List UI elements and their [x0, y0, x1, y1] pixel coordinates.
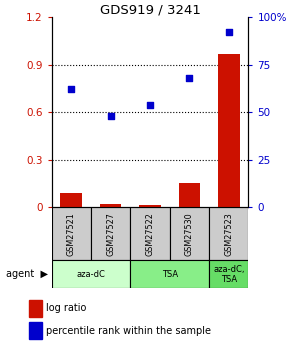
Text: log ratio: log ratio	[46, 303, 86, 313]
Bar	[52, 207, 91, 260]
Title: GDS919 / 3241: GDS919 / 3241	[100, 3, 200, 16]
Text: percentile rank within the sample: percentile rank within the sample	[46, 326, 211, 336]
Text: GSM27523: GSM27523	[224, 212, 233, 256]
Bar	[170, 207, 209, 260]
Text: GSM27521: GSM27521	[67, 212, 76, 256]
Point	[69, 87, 74, 92]
Bar	[209, 207, 248, 260]
Point	[187, 75, 192, 81]
Bar	[29, 300, 42, 317]
Point	[148, 102, 152, 107]
Point	[108, 113, 113, 119]
Text: aza-dC: aza-dC	[76, 270, 105, 279]
Text: agent  ▶: agent ▶	[6, 269, 48, 279]
Bar	[60, 193, 82, 207]
Bar	[139, 205, 161, 207]
Text: TSA: TSA	[161, 270, 178, 279]
Text: GSM27527: GSM27527	[106, 212, 115, 256]
Text: aza-dC,
TSA: aza-dC, TSA	[213, 265, 245, 284]
Text: GSM27522: GSM27522	[145, 212, 155, 256]
Bar	[130, 207, 170, 260]
Bar	[29, 322, 42, 339]
Bar	[209, 260, 248, 288]
Point	[226, 30, 231, 35]
Bar	[91, 207, 130, 260]
Bar	[52, 260, 130, 288]
Bar	[178, 183, 200, 207]
Bar	[130, 260, 209, 288]
Bar	[100, 204, 122, 207]
Text: GSM27530: GSM27530	[185, 212, 194, 256]
Bar	[218, 53, 240, 207]
